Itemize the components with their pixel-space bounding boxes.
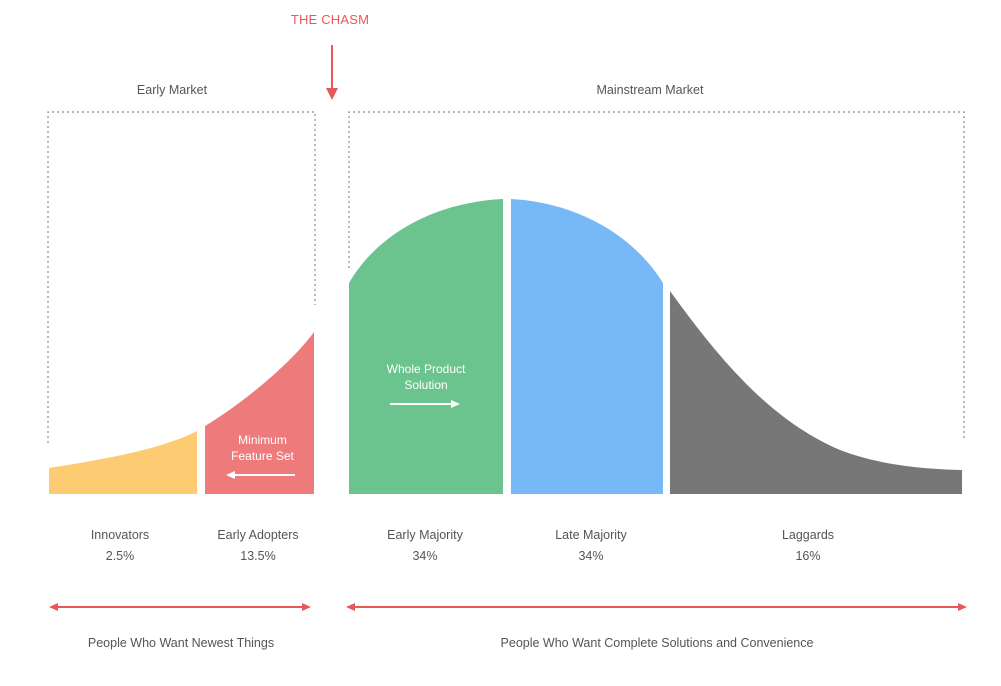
mainstream-market-box <box>348 111 965 440</box>
newest-things-label: People Who Want Newest Things <box>87 636 275 650</box>
early-market-box <box>47 111 316 443</box>
segment-late-majority <box>511 199 663 494</box>
early-market-label: Early Market <box>136 83 208 97</box>
segment-early-majority <box>349 199 503 494</box>
segment-laggards <box>670 291 962 494</box>
segment-label-laggards: Laggards 16% <box>781 528 835 563</box>
segment-early-adopters <box>205 332 314 494</box>
double-arrow-left-icon <box>49 603 311 611</box>
complete-solutions-label: People Who Want Complete Solutions and C… <box>500 636 814 650</box>
chasm-title: THE CHASM <box>290 12 370 27</box>
minimum-feature-set-label: Minimum Feature Set <box>231 433 294 463</box>
segment-label-early-majority: Early Majority 34% <box>387 528 463 563</box>
segment-label-late-majority: Late Majority 34% <box>555 528 627 563</box>
segment-label-innovators: Innovators 2.5% <box>90 528 150 563</box>
arrow-left-icon <box>226 471 295 479</box>
whole-product-solution-label: Whole Product Solution <box>386 362 466 392</box>
segment-label-early-adopters: Early Adopters 13.5% <box>217 528 299 563</box>
chasm-arrow-icon <box>326 45 338 100</box>
mainstream-market-label: Mainstream Market <box>596 83 704 97</box>
segment-innovators <box>49 431 197 494</box>
arrow-right-icon <box>390 400 460 408</box>
double-arrow-right-icon <box>346 603 967 611</box>
